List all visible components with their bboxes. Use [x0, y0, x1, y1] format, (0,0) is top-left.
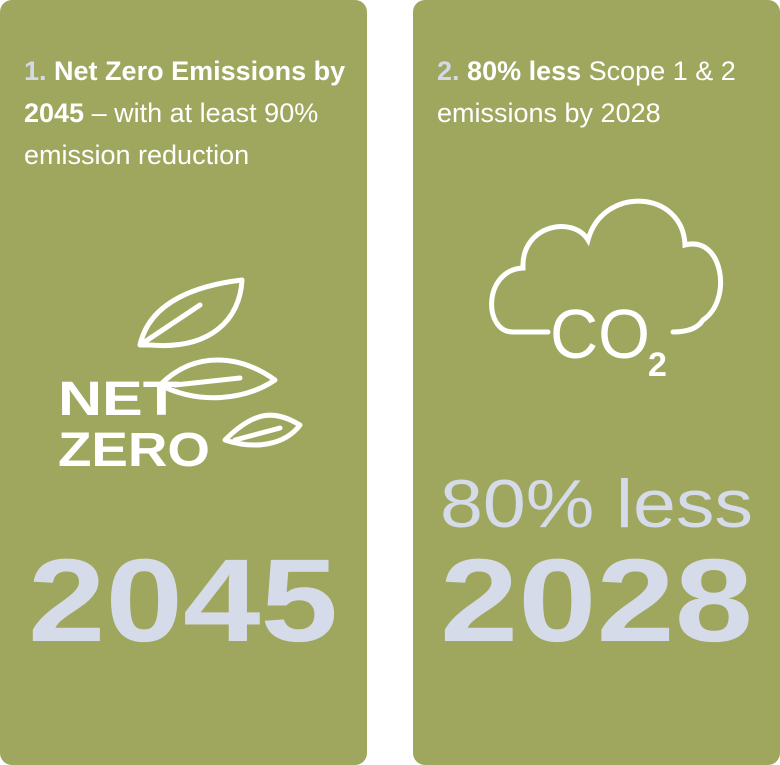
card-graphics: NET ZERO 2045	[28, 277, 338, 667]
leaf-icon	[137, 277, 303, 448]
card-number: 1.	[24, 56, 47, 86]
card-title: Net Zero Emissions by 2045	[24, 56, 346, 128]
cloud-icon	[489, 198, 724, 335]
big-text: 80% less	[440, 466, 753, 542]
icon-text: ZERO	[58, 424, 210, 477]
icon-text: 2	[648, 346, 667, 384]
card-number: 2.	[437, 56, 460, 86]
big-number: 2045	[28, 535, 338, 667]
card: 1. Net Zero Emissions by 2045 – with at …	[0, 0, 367, 765]
card: 2. 80% less Scope 1 & 2 emissions by 202…	[413, 0, 780, 765]
card-heading: 1. Net Zero Emissions by 2045 – with at …	[24, 50, 354, 176]
icon-text: NET	[58, 373, 180, 426]
icon-text: CO	[550, 295, 650, 373]
big-number: 2028	[440, 535, 753, 667]
card-heading: 2. 80% less Scope 1 & 2 emissions by 202…	[437, 50, 767, 134]
card-title: 80% less	[467, 56, 582, 86]
card-graphics: CO 2 80% less 2028	[440, 198, 753, 667]
card-text: Scope 1 & 2 emissions by 2028	[437, 56, 736, 128]
card-text: – with at least 90% emission reduction	[24, 98, 319, 170]
